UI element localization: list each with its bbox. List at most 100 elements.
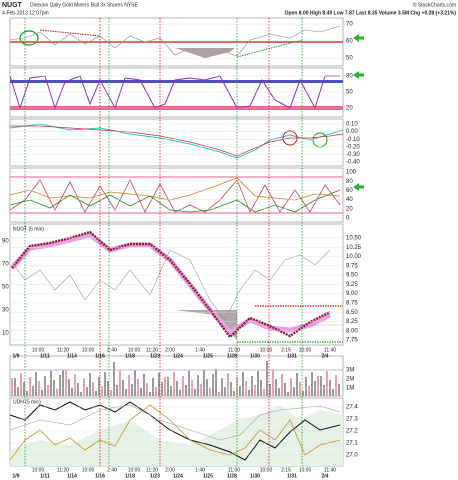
time-label: 10:00 xyxy=(299,347,312,353)
axis-label: 8.50 xyxy=(346,310,358,316)
axis-label: 8.75 xyxy=(346,300,358,306)
date-label: 1/16 xyxy=(95,473,105,479)
band xyxy=(10,80,343,83)
volume-bar xyxy=(29,377,31,396)
volume-bar xyxy=(212,374,214,396)
volume-bar xyxy=(245,381,247,396)
axis-label: 10.50 xyxy=(346,236,362,242)
date-label: 1/28 xyxy=(227,353,237,359)
axis-label: 70 xyxy=(2,262,9,268)
axis-label: 30 xyxy=(2,308,9,314)
volume-bar xyxy=(251,376,253,396)
volume-bar xyxy=(17,387,19,396)
volume-bar xyxy=(80,392,82,396)
volume-bar xyxy=(89,373,91,396)
date-label: 1/11 xyxy=(40,353,50,359)
date-label: 1/18 xyxy=(125,473,135,479)
axis-label: 50 xyxy=(2,285,9,291)
volume-bar xyxy=(224,387,226,396)
volume-bar xyxy=(209,388,211,396)
axis-label: 50 xyxy=(346,90,353,96)
volume-bar xyxy=(221,378,223,396)
volume-bar xyxy=(14,378,16,396)
time-label: 11:00 xyxy=(228,467,240,473)
volume-bar xyxy=(278,388,280,396)
volume-bar xyxy=(134,370,136,396)
volume-bar xyxy=(44,376,46,396)
volume-bar xyxy=(158,373,160,396)
volume-bar xyxy=(110,390,112,396)
shaded-area xyxy=(175,48,235,58)
indicator-line xyxy=(9,25,341,59)
panel-title: UDH (5 min) xyxy=(13,399,41,405)
indicator-line xyxy=(10,125,344,157)
axis-label: 27.4 xyxy=(346,405,358,411)
highlight-circle xyxy=(19,30,39,46)
volume-bar xyxy=(56,389,58,396)
time-label: 1:40 xyxy=(195,467,205,473)
shaded-area xyxy=(10,405,343,466)
volume-bar xyxy=(101,386,103,396)
indicator-line xyxy=(9,404,341,441)
indicator-line xyxy=(9,404,341,461)
quote: Open 8.00 High 8.49 Low 7.87 Last 8.35 V… xyxy=(285,10,457,16)
axis-label: 20 xyxy=(346,206,353,212)
volume-bar xyxy=(305,377,307,396)
volume-bar xyxy=(11,378,13,396)
credit: © StockCharts.com xyxy=(413,1,456,8)
axis-label: 27.2 xyxy=(346,429,358,435)
volume-bar xyxy=(227,373,229,396)
time-label: 10:00 xyxy=(32,347,45,353)
date-label: 1/23 xyxy=(150,353,160,359)
volume-bar xyxy=(149,392,151,396)
volume-bar xyxy=(317,376,319,396)
symbol: NUGT xyxy=(2,2,23,9)
volume-bar xyxy=(92,382,94,396)
time-label: 10:00 xyxy=(32,467,45,473)
volume-bar xyxy=(314,381,316,396)
volume-bar xyxy=(152,378,154,396)
volume-bar xyxy=(335,375,337,396)
volume-bar xyxy=(188,371,190,396)
time-label: 11:40 xyxy=(324,347,336,353)
trendline xyxy=(236,39,303,58)
volume-bar xyxy=(299,382,301,396)
volume-bar xyxy=(107,381,109,396)
volume-bar xyxy=(35,372,37,396)
volume-bar xyxy=(71,388,73,396)
volume-bar xyxy=(275,379,277,396)
volume-bar xyxy=(233,391,235,396)
time-label: 10:00 xyxy=(260,347,273,353)
time-label: 11:00 xyxy=(228,347,240,353)
time-label: 2:15 xyxy=(281,347,291,353)
volume-bar xyxy=(236,377,238,396)
volume-bar xyxy=(65,370,67,396)
volume-bar xyxy=(185,385,187,396)
indicator-line xyxy=(9,75,340,110)
date-label: 1/14 xyxy=(67,353,77,359)
time-label: 10:00 xyxy=(82,347,95,353)
security-name: Direxion Daily Gold Miners Bull 3x Share… xyxy=(30,2,138,8)
timestamp: 4-Feb-2013 12:07pm xyxy=(2,10,49,16)
volume-bar xyxy=(38,381,40,396)
volume-bar xyxy=(266,361,268,396)
volume-bar xyxy=(257,371,259,396)
date-label: 1/31 xyxy=(287,353,297,359)
volume-bar xyxy=(296,373,298,396)
axis-label: 10.00 xyxy=(346,254,362,260)
volume-bar xyxy=(215,369,217,396)
volume-bar xyxy=(119,371,121,396)
axis-label: 1M xyxy=(346,386,354,392)
axis-label: 90 xyxy=(2,239,9,245)
volume-bar xyxy=(326,371,328,396)
axis-label: 70 xyxy=(346,22,353,28)
indicator-line xyxy=(9,401,341,461)
time-label: 2:00 xyxy=(165,347,175,353)
time-label: 2:40 xyxy=(107,467,117,473)
indicator-line xyxy=(9,179,341,213)
date-label: 1/16 xyxy=(95,353,105,359)
axis-label: 2M xyxy=(346,377,354,383)
date-label: 1/14 xyxy=(67,473,77,479)
axis-label: 27.1 xyxy=(346,441,358,447)
